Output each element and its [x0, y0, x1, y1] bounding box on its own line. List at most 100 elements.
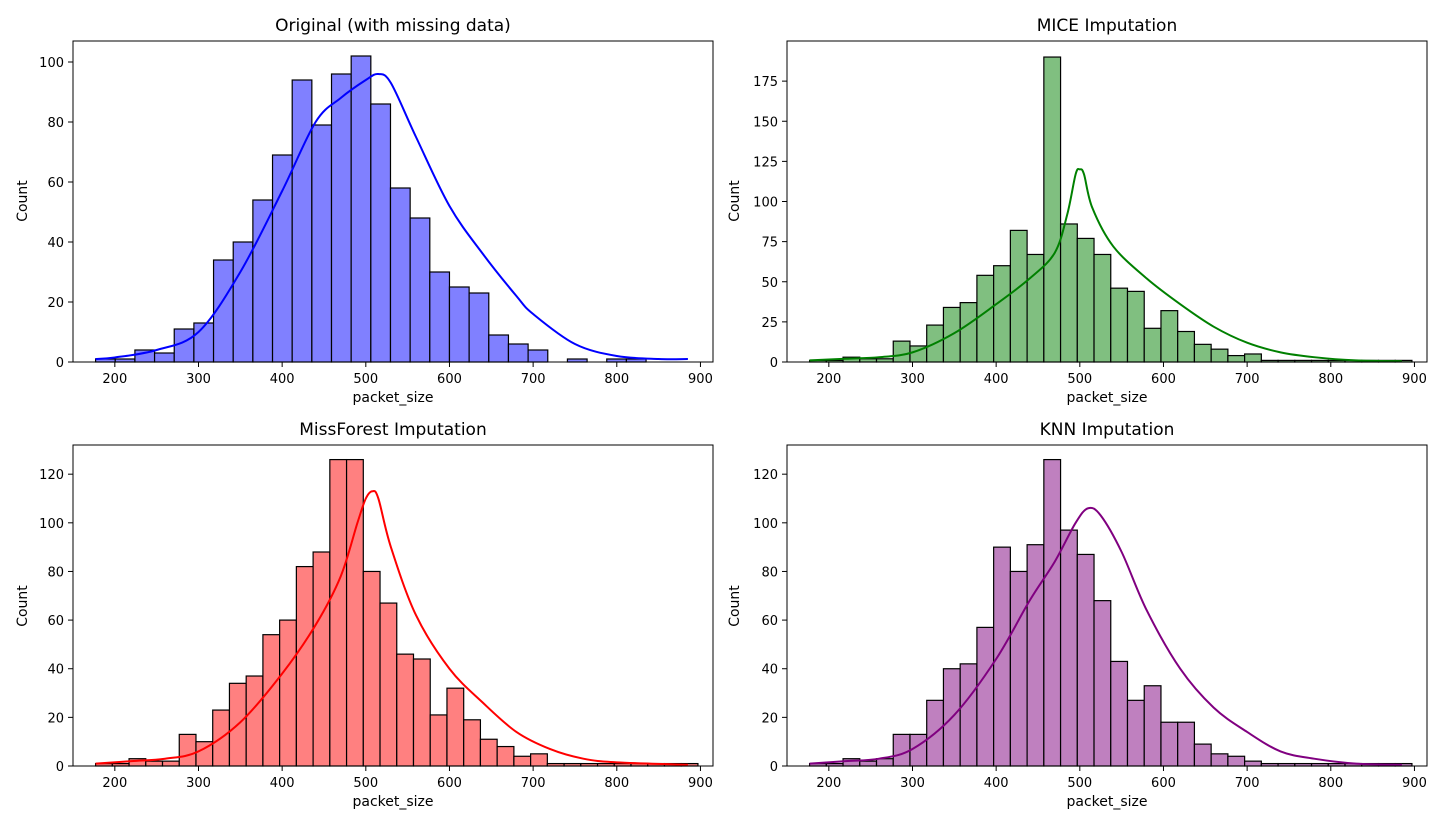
y-tick-label: 20	[761, 711, 778, 726]
y-tick-label: 120	[39, 468, 64, 483]
y-tick-label: 40	[47, 663, 64, 678]
kde-line	[809, 167, 1402, 363]
histogram-bar	[1009, 570, 1028, 767]
y-tick-label: 100	[753, 196, 778, 211]
histogram-bar	[859, 760, 878, 767]
histogram-bar	[959, 302, 978, 363]
histogram-bar	[1043, 458, 1062, 767]
panel-title: MissForest Imputation	[299, 420, 487, 440]
x-tick-label: 500	[353, 372, 378, 387]
x-tick-label: 400	[984, 776, 1009, 791]
x-tick-label: 800	[604, 372, 629, 387]
histogram-bar	[1026, 253, 1045, 363]
bars	[94, 55, 647, 363]
histogram-bar	[446, 687, 465, 767]
panel-mice: MICE Imputation 200 300 400 500 600 700 800 900…	[727, 0, 1456, 408]
histogram-bar	[959, 663, 978, 767]
plot-frame	[72, 40, 714, 363]
histogram-bar	[1126, 290, 1145, 363]
x-tick-label: 800	[604, 776, 629, 791]
x-axis-label: packet_size	[352, 390, 434, 406]
histogram-bar	[976, 274, 995, 363]
y-axis-label: Count	[15, 180, 31, 222]
x-tick-label: 700	[521, 372, 546, 387]
histogram-bar	[1177, 721, 1196, 767]
histogram-bar	[1244, 353, 1262, 363]
histogram-bar	[429, 271, 451, 363]
x-tick-label: 600	[437, 776, 462, 791]
histogram-bar	[1210, 348, 1229, 363]
x-tick-label: 900	[1402, 372, 1427, 387]
histogram-bar	[232, 241, 254, 363]
histogram-bar	[1043, 56, 1062, 363]
histogram-bar	[479, 738, 498, 767]
x-tick-label: 400	[270, 372, 295, 387]
histogram-bar	[448, 286, 470, 363]
histogram-bar	[362, 570, 381, 767]
histogram-bar	[468, 292, 490, 363]
histogram-bar	[976, 626, 995, 767]
y-tick-label: 80	[47, 116, 64, 131]
y-tick-label: 80	[47, 565, 64, 580]
histogram-bar	[312, 551, 331, 767]
x-tick-label: 800	[1318, 776, 1343, 791]
x-tick-label: 600	[437, 372, 462, 387]
x-tick-label: 400	[984, 372, 1009, 387]
histogram-bar	[409, 217, 431, 363]
x-tick-label: 600	[1151, 776, 1176, 791]
histogram-bar	[291, 79, 313, 363]
histogram-bar	[279, 619, 297, 767]
histogram-bar	[1143, 685, 1162, 767]
histogram-bar	[527, 349, 549, 363]
histogram-bar	[1110, 660, 1129, 767]
x-tick-label: 900	[688, 776, 713, 791]
histogram-bar	[909, 733, 928, 767]
plot-frame	[72, 444, 714, 767]
histogram-bar	[993, 546, 1011, 767]
plot-frame	[786, 444, 1428, 767]
x-tick-label: 300	[186, 372, 211, 387]
x-axis-label: packet_size	[1066, 794, 1148, 810]
x-tick-label: 300	[186, 776, 211, 791]
x-tick-label: 500	[1067, 776, 1092, 791]
y-tick-label: 120	[753, 468, 778, 483]
histogram-bar	[1059, 223, 1078, 363]
panel-original: Original (with missing data) 200 300 400 50…	[0, 0, 728, 408]
y-tick-label: 75	[761, 236, 778, 251]
histogram-bar	[892, 733, 911, 767]
histogram-plot: 200 300 400 500 600 700 800 900 0 25 50 75 100 125 150…	[753, 40, 1428, 387]
histogram-bar	[530, 753, 548, 767]
y-tick-label: 25	[761, 316, 778, 331]
y-tick-label: 20	[47, 296, 64, 311]
y-tick-label: 20	[47, 711, 64, 726]
histogram-bar	[1160, 721, 1179, 767]
bars	[94, 458, 699, 767]
x-tick-label: 700	[521, 776, 546, 791]
histogram-bar	[1026, 544, 1045, 767]
histogram-bar	[252, 199, 274, 363]
x-tick-label: 300	[900, 776, 925, 791]
histogram-bar	[389, 187, 411, 363]
histogram-bar	[429, 714, 448, 767]
y-tick-label: 100	[753, 517, 778, 532]
x-axis-label: packet_size	[352, 794, 434, 810]
histogram-bar	[993, 265, 1011, 363]
x-tick-label: 700	[1235, 372, 1260, 387]
histogram-plot: 200 300 400 500 600 700 800 900 0 20 40 60 80 100 120	[753, 444, 1428, 791]
x-tick-label: 200	[816, 372, 841, 387]
histogram-bar	[370, 103, 392, 363]
histogram-bar	[488, 334, 510, 363]
histogram-bar	[329, 458, 348, 767]
y-tick-label: 60	[47, 176, 64, 191]
histogram-bar	[496, 745, 515, 767]
histogram-bar	[193, 322, 215, 363]
panel-knn: KNN Imputation 200 300 400 500 600 700 800 900 0…	[727, 408, 1456, 816]
y-tick-label: 80	[761, 565, 778, 580]
histogram-bar	[1193, 343, 1212, 363]
histogram-bar	[330, 73, 352, 363]
x-tick-label: 300	[900, 372, 925, 387]
y-tick-label: 60	[761, 614, 778, 629]
histogram-plot: 200 300 400 500 600 700 800 900 0 20 40 60 80 100 120	[39, 444, 714, 791]
x-tick-label: 200	[816, 776, 841, 791]
histogram-bar	[1110, 287, 1129, 363]
